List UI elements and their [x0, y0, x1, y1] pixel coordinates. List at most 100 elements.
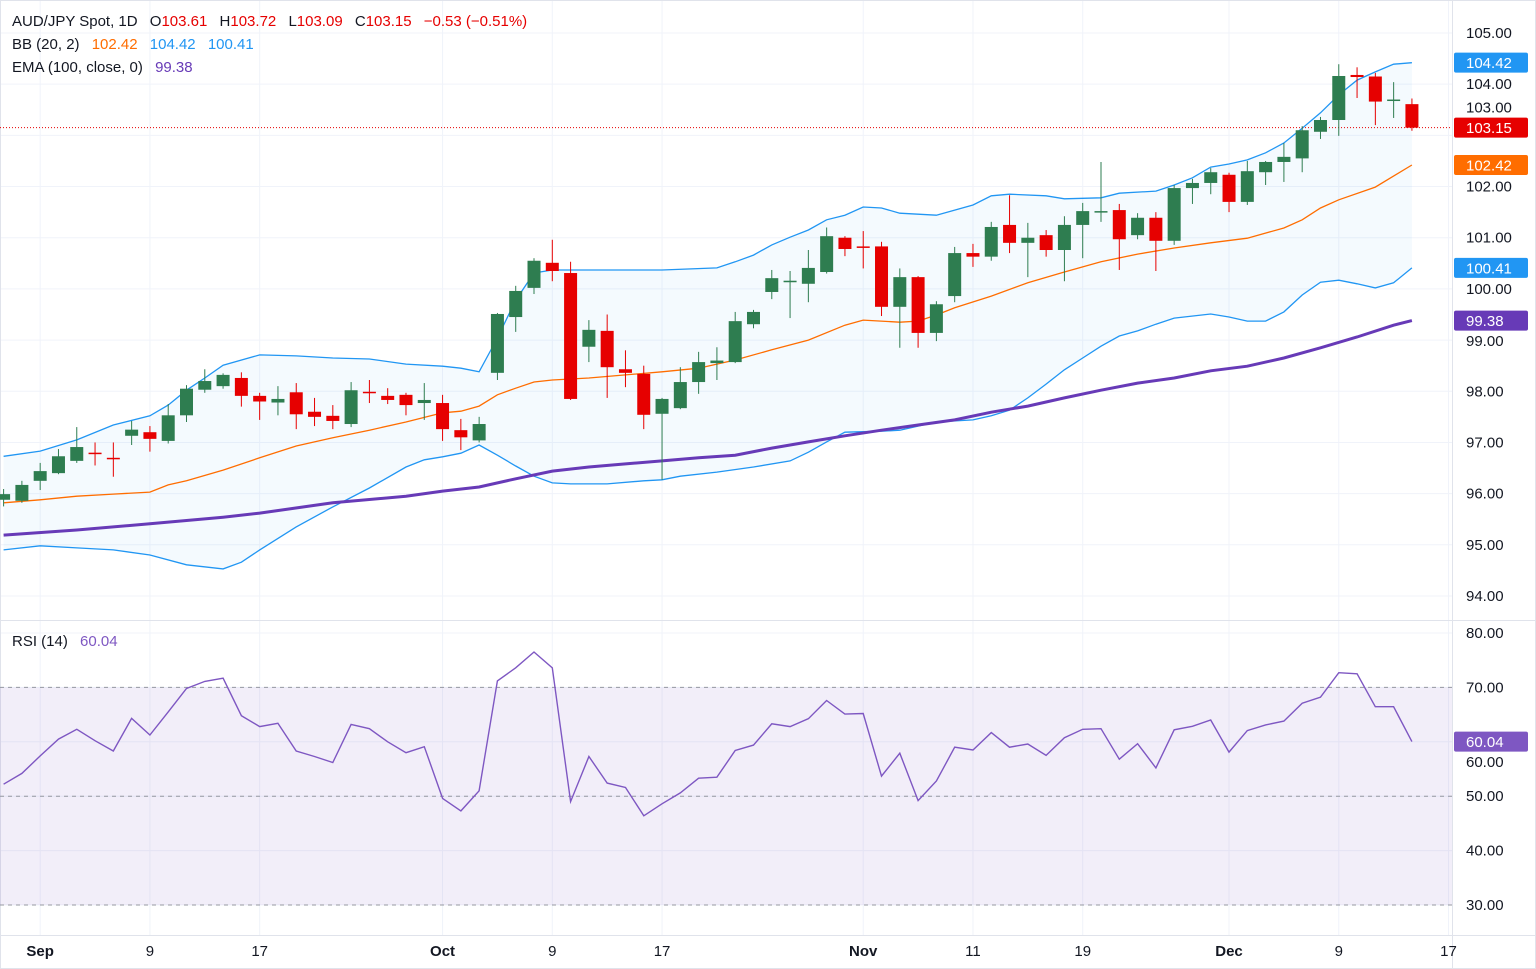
- candle-body-up: [271, 398, 285, 403]
- candle-body-up: [673, 382, 687, 409]
- bb-lower-line: [3, 267, 1413, 570]
- candle-body-up: [1295, 130, 1309, 159]
- candle-body-up: [1185, 182, 1199, 189]
- bb-middle-value: 102.42: [91, 36, 138, 53]
- candle-body-down: [564, 273, 578, 399]
- price-tag: [1454, 155, 1528, 176]
- rsi-pane: [3, 651, 1413, 817]
- price-axis-label: 97.00: [1466, 434, 1504, 451]
- candle-body-up: [1204, 172, 1218, 183]
- open-label: O: [149, 13, 162, 30]
- candle-body-up: [893, 277, 907, 307]
- price-tag-label: 100.41: [1466, 260, 1512, 277]
- candle-body-up: [1167, 188, 1181, 241]
- candle-body-up: [948, 253, 962, 297]
- candle-body-down: [289, 392, 303, 415]
- symbol-title[interactable]: AUD/JPY Spot, 1D: [12, 13, 138, 30]
- candle-body-up: [1313, 120, 1327, 132]
- candle-body-down: [436, 403, 450, 430]
- bb-label[interactable]: BB (20, 2): [12, 36, 80, 53]
- bb-lower-value: 100.41: [207, 36, 254, 53]
- candle-body-down: [875, 246, 889, 307]
- candle-body-up: [344, 390, 358, 425]
- price-tag-label: 104.42: [1466, 55, 1512, 72]
- close-value: 103.15: [365, 13, 412, 30]
- price-tag: [1454, 310, 1528, 331]
- ema-label[interactable]: EMA (100, close, 0): [12, 59, 143, 76]
- candle-body-up: [1277, 156, 1291, 162]
- price-tags: 104.42 103.15 102.42 100.41 99.38 60.04: [1454, 52, 1528, 752]
- price-axis-label: 102.00: [1466, 179, 1512, 196]
- price-axis-label: 94.00: [1466, 588, 1504, 605]
- legend-main: AUD/JPY Spot, 1D O103.61 H103.72 L103.09…: [12, 13, 527, 31]
- candles: [0, 64, 1419, 507]
- candle-body-up: [783, 280, 797, 283]
- time-axis-label: 9: [146, 943, 154, 960]
- price-axis-label: 98.00: [1466, 383, 1504, 400]
- candle-body-up: [70, 447, 84, 461]
- candle-body-down: [143, 432, 157, 439]
- time-axis-label: 17: [654, 943, 671, 960]
- price-axis-label: 101.00: [1466, 230, 1512, 247]
- legend-ema: EMA (100, close, 0) 99.38: [12, 59, 193, 77]
- candle-body-down: [1003, 224, 1017, 243]
- axes[interactable]: 105.00 104.00 103.00 102.00 101.00 100.00 99.0…: [26, 25, 1511, 960]
- candle-body-down: [253, 395, 267, 402]
- ema-value: 99.38: [155, 59, 193, 76]
- candle-body-up: [1240, 171, 1254, 202]
- ema-line: [3, 319, 1413, 537]
- price-axis-label: 99.00: [1466, 333, 1504, 350]
- high-value: 103.72: [230, 13, 277, 30]
- candle-body-up: [15, 484, 29, 501]
- price-axis-label: 96.00: [1466, 486, 1504, 503]
- rsi-axis-label: 50.00: [1466, 788, 1504, 805]
- candle-body-up: [1332, 75, 1346, 121]
- candle-body-down: [106, 457, 120, 460]
- time-axis-label: 19: [1074, 943, 1091, 960]
- candle-body-up: [746, 311, 760, 325]
- candle-body-up: [1094, 211, 1108, 213]
- candle-body-down: [454, 430, 468, 438]
- time-axis-label: 11: [965, 943, 981, 960]
- high-label: H: [219, 13, 231, 30]
- candle-body-down: [637, 373, 651, 415]
- price-axis-label: 100.00: [1466, 281, 1512, 298]
- candle-body-down: [1350, 74, 1364, 78]
- time-axis-label: Sep: [26, 943, 54, 960]
- candle-body-up: [180, 388, 193, 416]
- candle-body-up: [0, 494, 11, 500]
- bollinger-band-fill: [3, 62, 1412, 569]
- rsi-label[interactable]: RSI (14): [12, 633, 68, 650]
- indicator-lines: [0, 62, 1452, 570]
- rsi-axis-label: 40.00: [1466, 843, 1504, 860]
- price-tag-label: 60.04: [1466, 734, 1504, 751]
- candle-body-down: [838, 237, 852, 249]
- rsi-axis-label: 70.00: [1466, 679, 1504, 696]
- candle-body-down: [600, 330, 614, 368]
- candle-body-up: [472, 424, 486, 441]
- change-value: −0.53 (−0.51%): [423, 13, 528, 30]
- candle-body-down: [856, 246, 870, 248]
- price-axis-label: 95.00: [1466, 537, 1504, 554]
- price-tag-label: 102.42: [1466, 158, 1512, 175]
- candle-body-up: [1259, 161, 1273, 173]
- time-axis-label: Dec: [1215, 943, 1243, 960]
- time-axis-label: 9: [1335, 943, 1343, 960]
- rsi-line: [3, 651, 1413, 817]
- rsi-axis-label: 60.00: [1466, 754, 1504, 771]
- candle-body-down: [1149, 217, 1163, 241]
- price-tag: [1454, 257, 1528, 278]
- rsi-axis-label: 80.00: [1466, 625, 1504, 642]
- candle-body-up: [692, 362, 706, 383]
- candle-body-down: [1368, 76, 1382, 102]
- price-tag-label: 99.38: [1466, 313, 1504, 330]
- time-axis-label: 9: [548, 943, 556, 960]
- price-tag: [1454, 52, 1528, 73]
- candle-body-up: [417, 399, 431, 404]
- bb-upper-value: 104.42: [149, 36, 196, 53]
- legend-rsi: RSI (14) 60.04: [12, 633, 118, 651]
- rsi-value: 60.04: [80, 633, 118, 650]
- candle-body-down: [1222, 174, 1236, 202]
- candle-body-down: [234, 377, 248, 396]
